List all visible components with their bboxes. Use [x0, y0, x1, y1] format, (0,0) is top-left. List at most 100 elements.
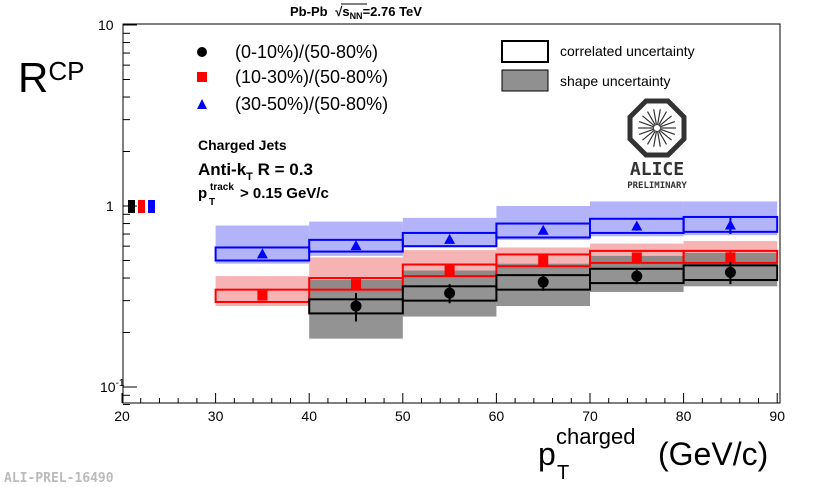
- legend-shape-label: shape uncertainty: [560, 73, 671, 89]
- alice-logo-ray: [658, 115, 672, 127]
- alice-logo-ray: [658, 129, 672, 141]
- data-point-triangle: [444, 233, 456, 244]
- alice-logo-text: ALICE: [630, 159, 684, 180]
- x-axis-title-p: p: [538, 436, 556, 472]
- title-energy: =2.76 TeV: [363, 4, 423, 19]
- algo-suffix: R = 0.3: [253, 160, 313, 179]
- correlated-box: [401, 263, 498, 278]
- alice-logo-ray: [656, 130, 661, 147]
- legend-marker-circle: [197, 47, 207, 57]
- y-tick-label: 10-1: [100, 378, 125, 395]
- correlated-box: [214, 246, 311, 262]
- algo-prefix: Anti-k: [198, 160, 247, 179]
- normalization-box: [138, 200, 145, 213]
- data-point-circle: [444, 287, 456, 299]
- algo-sub: T: [246, 171, 253, 183]
- alice-logo-ray: [653, 109, 658, 126]
- legend-label-2: (30-50%)/(50-80%): [235, 94, 388, 114]
- annotation-cut-sup: track: [210, 182, 234, 193]
- data-point-square: [444, 265, 455, 276]
- correlated-box: [308, 277, 404, 291]
- data-point-triangle: [256, 248, 268, 259]
- data-point-square: [631, 252, 642, 263]
- x-axis-title-unit: (GeV/c): [658, 436, 768, 472]
- figure-id: ALI-PREL-16490: [4, 471, 114, 486]
- x-axis-title-sup: charged: [556, 424, 636, 449]
- legend-label-0: (0-10%)/(50-80%): [235, 42, 378, 62]
- data-point-triangle: [724, 219, 736, 230]
- x-tick-label: 70: [582, 408, 598, 424]
- alice-logo-ray: [642, 115, 656, 127]
- y-tick-label: 1: [106, 198, 114, 214]
- axis-ticks: [121, 24, 778, 406]
- data-point-square: [257, 290, 268, 301]
- x-tick-label: 80: [676, 408, 692, 424]
- title-system: Pb-Pb: [290, 4, 328, 19]
- data-point-triangle: [631, 220, 643, 231]
- x-axis-title: p: [538, 436, 556, 472]
- x-tick-label: 90: [769, 408, 785, 424]
- alice-logo-ray: [646, 130, 657, 145]
- x-axis-title-sub: T: [557, 462, 569, 484]
- alice-logo-ray: [657, 130, 668, 145]
- alice-logo-ray: [653, 130, 658, 147]
- alice-logo-ray: [638, 128, 655, 136]
- uncertainty-legend: correlated uncertainty shape uncertainty: [501, 40, 695, 92]
- cut-p: p: [198, 185, 207, 202]
- normalization-box: [148, 200, 155, 213]
- correlated-box: [214, 288, 311, 303]
- chart-title: Pb-Pb √sNN=2.76 TeV: [290, 4, 422, 21]
- data-points: [256, 217, 736, 322]
- annotation-algorithm: Anti-kT R = 0.3: [198, 160, 313, 183]
- legend-label-1: (10-30%)/(50-80%): [235, 67, 388, 87]
- y-axis-title: RCP: [18, 54, 84, 101]
- x-tick-label: 60: [489, 408, 505, 424]
- title-sqrt: √: [335, 4, 343, 19]
- y-axis-title-main: R: [18, 54, 48, 101]
- title-s: s: [342, 4, 349, 19]
- title-sub: NN: [350, 11, 363, 21]
- y-tick-label: 10: [98, 17, 114, 33]
- x-tick-label: 20: [114, 408, 130, 424]
- alice-logo-ray: [642, 129, 656, 141]
- data-point-circle: [724, 266, 736, 278]
- alice-logo-octagon: [627, 98, 687, 158]
- alice-logo: ALICE PRELIMINARY: [627, 98, 687, 191]
- data-point-triangle: [350, 240, 362, 251]
- plot-frame: [122, 23, 781, 404]
- data-point-square: [538, 255, 549, 266]
- x-tick-labels: 20 30 40 50 60 70 80 90: [114, 408, 785, 424]
- alice-logo-ray: [656, 109, 661, 126]
- legend-correlated-box: [501, 40, 549, 63]
- alice-logo-ray: [659, 128, 676, 136]
- data-point-triangle: [537, 224, 549, 235]
- annotation-track-cut: p: [198, 185, 207, 202]
- annotation-cut-suffix: > 0.15 GeV/c: [240, 185, 329, 202]
- y-axis-title-sub: CP: [48, 56, 84, 86]
- alice-logo-ray: [638, 120, 655, 128]
- data-point-square: [351, 279, 361, 290]
- alice-logo-ray: [657, 111, 668, 126]
- alice-logo-rays: [638, 109, 676, 147]
- data-point-square: [725, 252, 736, 263]
- alice-logo-ray: [646, 111, 657, 126]
- annotation-cut-sub: T: [209, 197, 215, 208]
- x-tick-label: 30: [208, 408, 224, 424]
- alice-logo-ray: [659, 120, 676, 128]
- series-legend: (0-10%)/(50-80%) (10-30%)/(50-80%) (30-5…: [197, 42, 388, 114]
- x-tick-label: 40: [301, 408, 317, 424]
- legend-shape-box: [501, 69, 549, 92]
- legend-marker-triangle: [197, 99, 207, 109]
- alice-logo-subtext: PRELIMINARY: [627, 181, 687, 191]
- legend-marker-square: [197, 72, 207, 82]
- correlated-box: [401, 231, 498, 248]
- data-point-circle: [631, 270, 643, 282]
- x-tick-label: 50: [395, 408, 411, 424]
- data-point-circle: [350, 300, 362, 312]
- legend-correlated-label: correlated uncertainty: [560, 43, 695, 59]
- data-point-circle: [537, 276, 549, 288]
- y-tick-label-exponent: -1: [116, 378, 125, 389]
- y-tick-labels: 10 1 10-1: [98, 17, 125, 395]
- annotation-jets: Charged Jets: [198, 137, 287, 153]
